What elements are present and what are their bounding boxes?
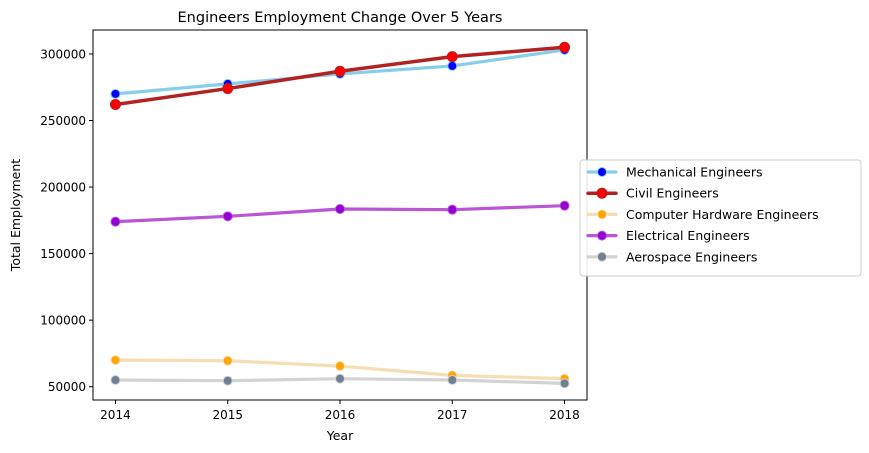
data-point	[110, 216, 121, 227]
y-tick-label: 150000	[40, 247, 86, 261]
data-point	[222, 211, 233, 222]
data-point	[559, 200, 570, 211]
x-axis-title: Year	[326, 428, 354, 443]
data-point	[335, 373, 345, 384]
data-point	[222, 375, 233, 386]
legend-label: Civil Engineers	[626, 186, 719, 201]
x-tick-label: 2014	[100, 408, 131, 422]
data-point	[335, 361, 345, 372]
y-axis-title: Total Employment	[8, 159, 23, 272]
legend-marker	[597, 167, 607, 177]
data-point	[222, 355, 233, 366]
y-tick-label: 250000	[40, 114, 86, 128]
data-point	[446, 51, 458, 63]
plot-frame	[92, 29, 588, 401]
data-point	[447, 204, 458, 215]
legend-marker	[596, 187, 608, 199]
data-point	[110, 88, 121, 99]
data-point	[110, 375, 121, 386]
data-point	[559, 378, 570, 389]
data-point	[334, 65, 346, 77]
data-point	[447, 60, 458, 71]
data-point	[109, 99, 121, 111]
y-tick-label: 100000	[40, 314, 86, 328]
x-tick-label: 2017	[437, 408, 468, 422]
data-point	[110, 355, 121, 366]
y-tick-label: 50000	[48, 380, 86, 394]
legend-marker	[597, 230, 607, 241]
legend-box	[579, 159, 862, 277]
plot-layer: 2014 2015 2016 2017 2018 50000 100000 150000 200…	[40, 29, 588, 422]
legend-label: Computer Hardware Engineers	[626, 207, 819, 222]
x-tick-label: 2016	[325, 408, 356, 422]
data-point	[335, 204, 345, 215]
legend-label: Mechanical Engineers	[626, 165, 763, 180]
x-tick-label: 2018	[549, 408, 580, 422]
data-point	[447, 375, 458, 386]
chart-title: Engineers Employment Change Over 5 Years	[178, 10, 503, 26]
data-point	[559, 41, 571, 53]
data-point	[222, 83, 234, 95]
y-tick-label: 300000	[40, 47, 86, 61]
x-tick-label: 2015	[212, 408, 243, 422]
y-tick-label: 200000	[40, 181, 86, 195]
legend-marker	[597, 209, 607, 220]
legend-marker	[597, 251, 607, 262]
legend-label: Aerospace Engineers	[626, 249, 757, 264]
legend: Mechanical Engineers Civil Engineers Compu…	[579, 159, 862, 277]
legend-label: Electrical Engineers	[626, 228, 750, 243]
